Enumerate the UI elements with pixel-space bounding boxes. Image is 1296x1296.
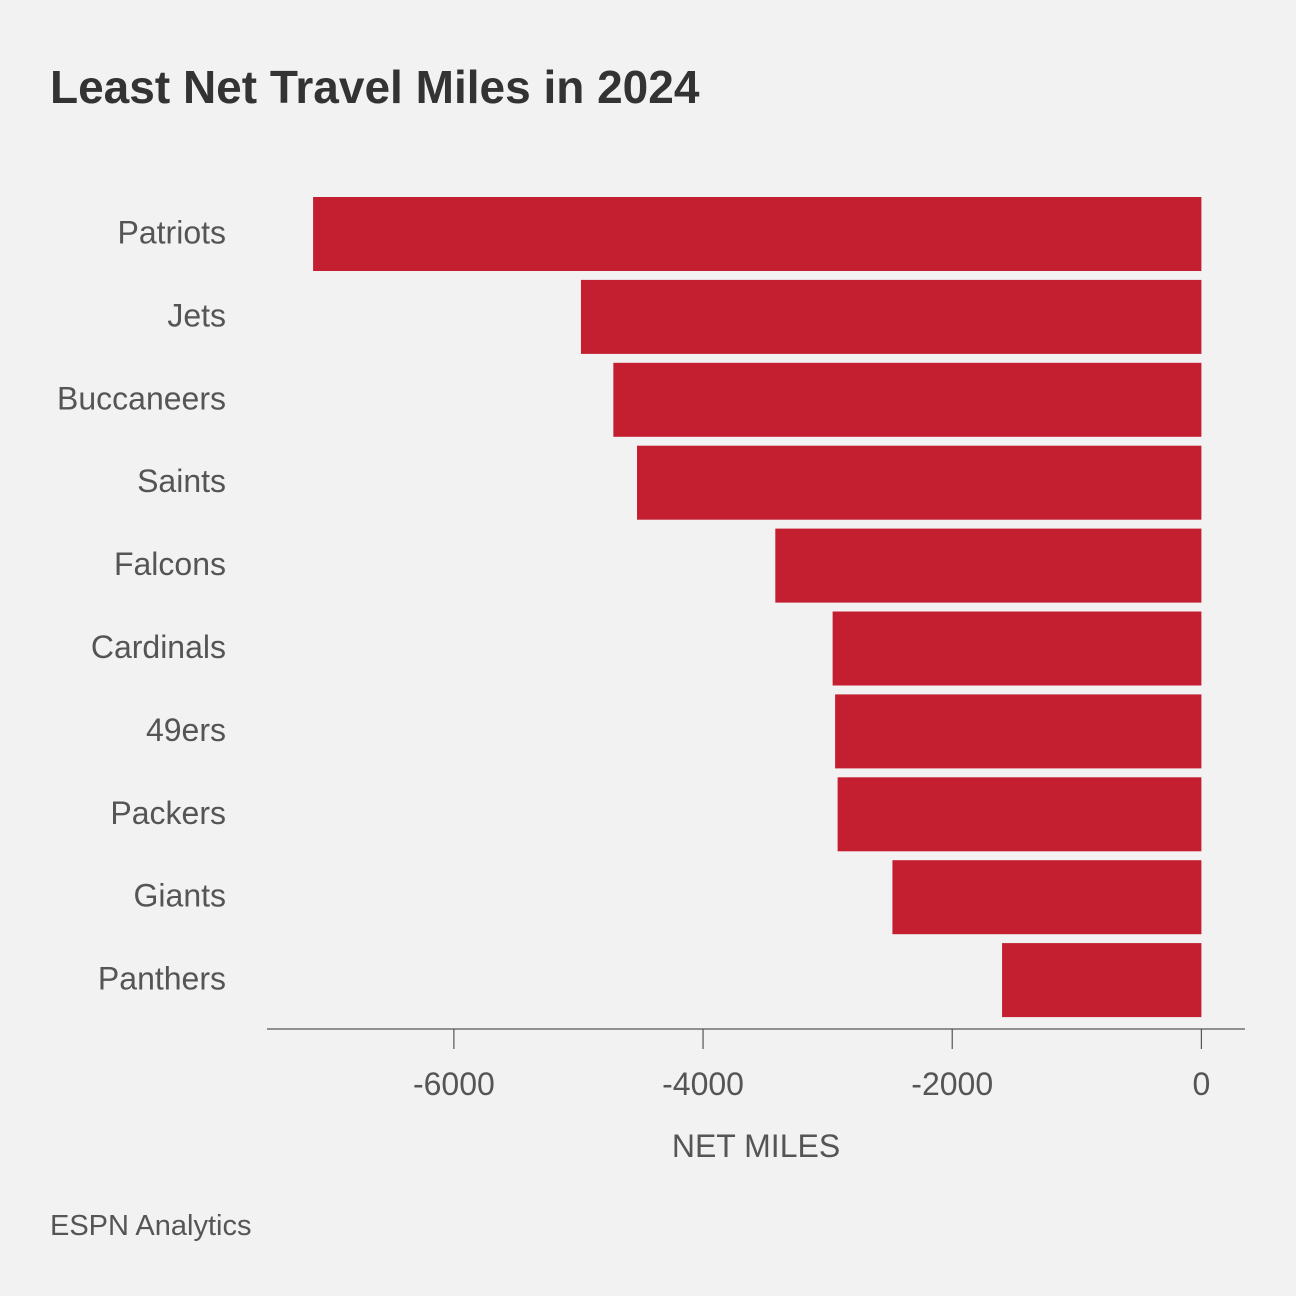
bar-patriots (313, 197, 1202, 271)
x-axis-title: NET MILES (672, 1128, 840, 1164)
category-label: Patriots (118, 214, 226, 250)
bars-layer (313, 197, 1202, 1018)
bar-falcons (775, 528, 1202, 603)
bar-panthers (1002, 943, 1202, 1018)
category-label: Jets (167, 297, 226, 333)
category-label: Buccaneers (57, 380, 226, 416)
category-label: Falcons (114, 546, 226, 582)
bar-jets (580, 279, 1202, 354)
bar-cardinals (832, 611, 1202, 686)
x-tick-label: -6000 (413, 1066, 495, 1102)
source-credit: ESPN Analytics (50, 1210, 252, 1242)
x-axis: -6000 -4000 -2000 0 NET MILES (267, 1028, 1245, 1164)
category-labels: Patriots Jets Buccaneers Saints Falcons Cardi… (57, 214, 226, 996)
category-label: 49ers (146, 712, 226, 748)
category-label: Packers (110, 795, 226, 831)
category-label: Saints (137, 463, 226, 499)
chart-title: Least Net Travel Miles in 2024 (50, 61, 700, 113)
bar-49ers (835, 694, 1202, 769)
x-tick-label: -4000 (662, 1066, 744, 1102)
bar-saints (637, 445, 1202, 520)
bar-packers (837, 777, 1202, 852)
x-tick-label: 0 (1192, 1066, 1210, 1102)
category-label: Giants (134, 878, 226, 914)
x-tick-label: -2000 (911, 1066, 993, 1102)
category-label: Panthers (98, 961, 226, 997)
bar-buccaneers (613, 362, 1202, 437)
category-label: Cardinals (91, 629, 226, 665)
bar-giants (892, 860, 1202, 935)
